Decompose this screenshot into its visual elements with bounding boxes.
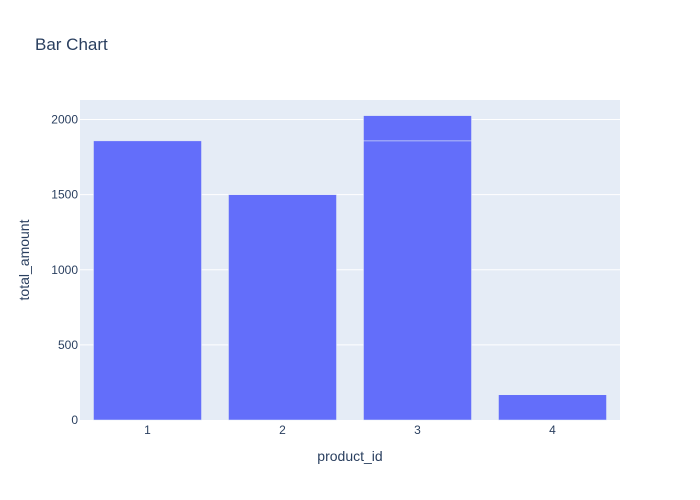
bar-1 [93,140,202,421]
x-tick-label: 2 [279,423,286,437]
x-axis-title: product_id [317,448,382,464]
y-tick-label: 2000 [51,113,78,127]
y-axis-title: total_amount [16,219,32,300]
bar-4 [498,394,607,421]
x-tick-label: 3 [414,423,421,437]
y-tick-label: 1500 [51,188,78,202]
y-axis-ticks: 0 500 1000 1500 2000 [51,113,78,427]
x-tick-label: 4 [549,423,556,437]
chart-title: Bar Chart [35,35,108,54]
y-tick-label: 1000 [51,263,78,277]
y-tick-label: 500 [58,338,78,352]
bar-3-segment-1 [363,140,472,421]
x-tick-label: 1 [144,423,151,437]
bar-3-segment-2 [363,115,472,142]
bar-2 [228,194,337,421]
y-tick-label: 0 [71,413,78,427]
bars [93,115,607,421]
x-axis-ticks: 1 2 3 4 [144,423,556,437]
